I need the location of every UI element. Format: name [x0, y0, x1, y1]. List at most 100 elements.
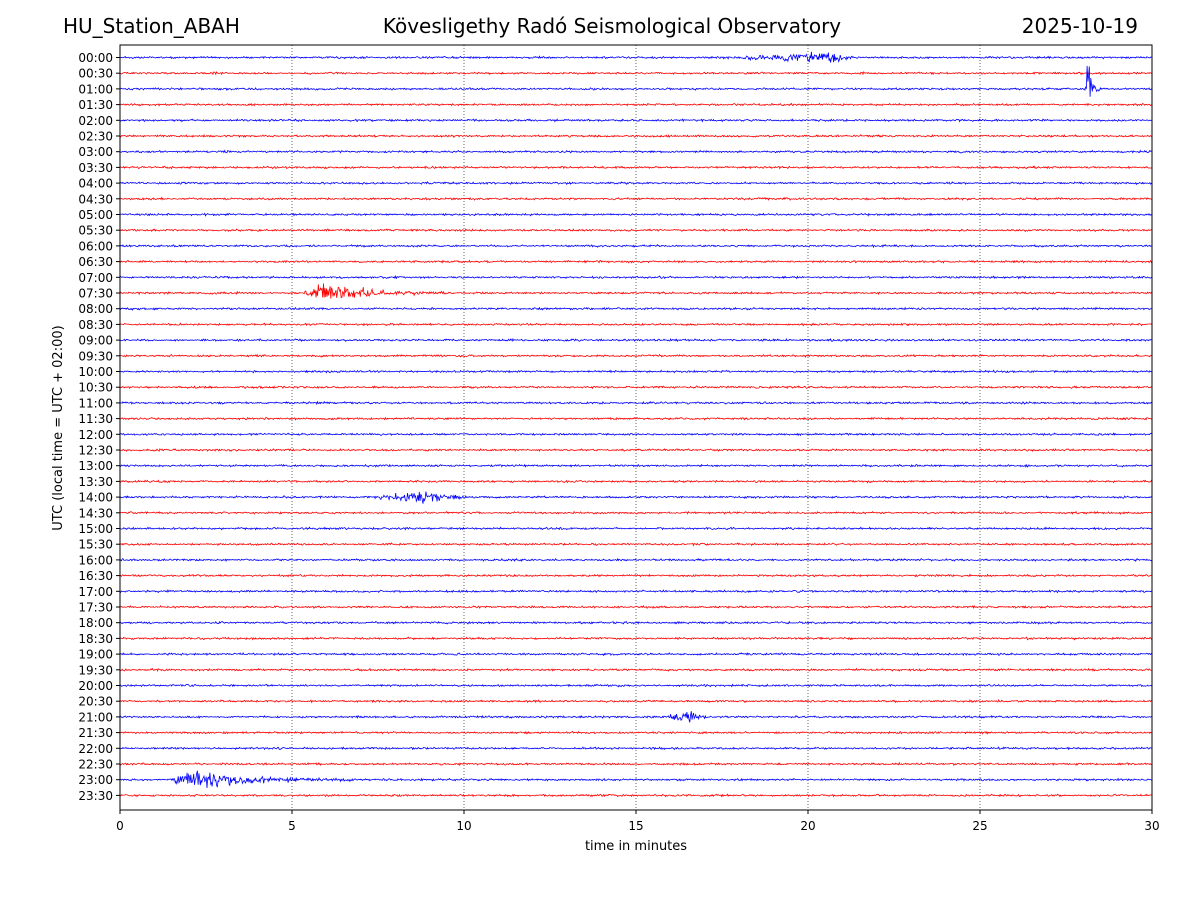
chart-date: 2025-10-19 [1021, 14, 1138, 38]
y-tick-label: 14:30 [78, 506, 113, 520]
y-tick-label: 05:00 [78, 208, 113, 222]
y-tick-label: 20:30 [78, 695, 113, 709]
trace-1130 [119, 416, 1153, 421]
trace-1830 [119, 636, 1153, 641]
seismic-traces [119, 51, 1153, 798]
y-tick-label: 08:30 [78, 318, 113, 332]
y-tick-label: 06:30 [78, 255, 113, 269]
y-tick-label: 11:30 [78, 412, 113, 426]
trace-0730 [119, 283, 1153, 299]
y-tick-label: 13:30 [78, 475, 113, 489]
y-tick-label: 01:30 [78, 98, 113, 112]
y-tick-label: 09:30 [78, 349, 113, 363]
chart-title: Kövesligethy Radó Seismological Observat… [382, 14, 842, 38]
trace-2130 [119, 730, 1153, 735]
y-tick-label: 05:30 [78, 224, 113, 238]
trace-1500 [119, 526, 1153, 531]
y-tick-label: 00:30 [78, 67, 113, 81]
y-tick-label: 20:00 [78, 679, 113, 693]
y-tick-label: 03:30 [78, 161, 113, 175]
y-tick-label: 16:00 [78, 553, 113, 567]
trace-1200 [119, 432, 1153, 437]
trace-0000 [119, 51, 1153, 63]
trace-0100 [119, 65, 1153, 97]
x-tick-label: 30 [1144, 819, 1159, 833]
trace-1000 [119, 369, 1153, 374]
trace-1730 [119, 604, 1153, 610]
trace-0400 [119, 181, 1153, 186]
trace-0330 [119, 165, 1153, 170]
y-tick-label: 19:30 [78, 663, 113, 677]
trace-0830 [119, 322, 1153, 327]
trace-0630 [119, 259, 1153, 264]
y-tick-label: 17:30 [78, 601, 113, 615]
y-tick-label: 08:00 [78, 302, 113, 316]
y-tick-label: 16:30 [78, 569, 113, 583]
trace-0130 [119, 102, 1153, 107]
station-name: HU_Station_ABAH [63, 14, 240, 38]
x-tick-label: 10 [456, 819, 471, 833]
trace-1900 [119, 652, 1153, 657]
trace-0430 [119, 196, 1153, 201]
trace-2200 [119, 746, 1153, 751]
y-tick-label: 01:00 [78, 82, 113, 96]
y-tick-label: 11:00 [78, 396, 113, 410]
trace-0700 [119, 274, 1153, 280]
trace-2000 [119, 683, 1153, 688]
y-tick-label: 04:30 [78, 192, 113, 206]
trace-2230 [119, 761, 1153, 767]
x-tick-label: 5 [288, 819, 296, 833]
y-tick-label: 10:00 [78, 365, 113, 379]
y-tick-label: 22:30 [78, 758, 113, 772]
y-tick-label: 06:00 [78, 239, 113, 253]
x-tick-label: 15 [628, 819, 643, 833]
trace-0800 [119, 306, 1153, 311]
y-tick-label: 07:00 [78, 271, 113, 285]
trace-2330 [119, 793, 1153, 798]
trace-0200 [119, 118, 1153, 123]
x-tick-label: 0 [116, 819, 124, 833]
y-tick-label: 19:00 [78, 648, 113, 662]
trace-0600 [119, 243, 1153, 249]
y-tick-label: 12:30 [78, 444, 113, 458]
y-tick-label: 23:00 [78, 773, 113, 787]
trace-0300 [119, 149, 1153, 154]
y-tick-label: 02:30 [78, 130, 113, 144]
x-axis-ticks: 0 5 10 15 20 25 30 [116, 810, 1160, 833]
trace-2100 [119, 711, 1153, 723]
trace-0900 [119, 337, 1153, 343]
y-tick-label: 07:30 [78, 287, 113, 301]
trace-1530 [119, 542, 1153, 547]
trace-1230 [119, 448, 1153, 452]
grid-lines [291, 45, 981, 810]
y-tick-label: 04:00 [78, 177, 113, 191]
trace-2030 [119, 699, 1153, 704]
y-tick-label: 21:30 [78, 726, 113, 740]
x-tick-label: 25 [972, 819, 987, 833]
trace-1600 [119, 557, 1153, 563]
y-tick-label: 09:00 [78, 334, 113, 348]
trace-0500 [119, 212, 1153, 217]
y-tick-label: 23:30 [78, 789, 113, 803]
y-tick-label: 21:00 [78, 710, 113, 724]
y-tick-label: 10:30 [78, 381, 113, 395]
y-tick-label: 18:00 [78, 616, 113, 630]
trace-1300 [119, 463, 1153, 468]
x-tick-label: 20 [800, 819, 815, 833]
y-tick-label: 14:00 [78, 491, 113, 505]
y-tick-label: 13:00 [78, 459, 113, 473]
trace-1030 [119, 385, 1153, 390]
trace-1330 [119, 479, 1153, 484]
trace-1400 [119, 491, 1153, 504]
y-tick-label: 15:30 [78, 538, 113, 552]
trace-0230 [119, 133, 1153, 139]
trace-1430 [119, 510, 1153, 515]
y-tick-label: 12:00 [78, 428, 113, 442]
y-tick-label: 00:00 [78, 51, 113, 65]
y-tick-label: 03:00 [78, 145, 113, 159]
y-tick-label: 15:00 [78, 522, 113, 536]
y-tick-label: 22:00 [78, 742, 113, 756]
trace-1930 [119, 667, 1153, 672]
